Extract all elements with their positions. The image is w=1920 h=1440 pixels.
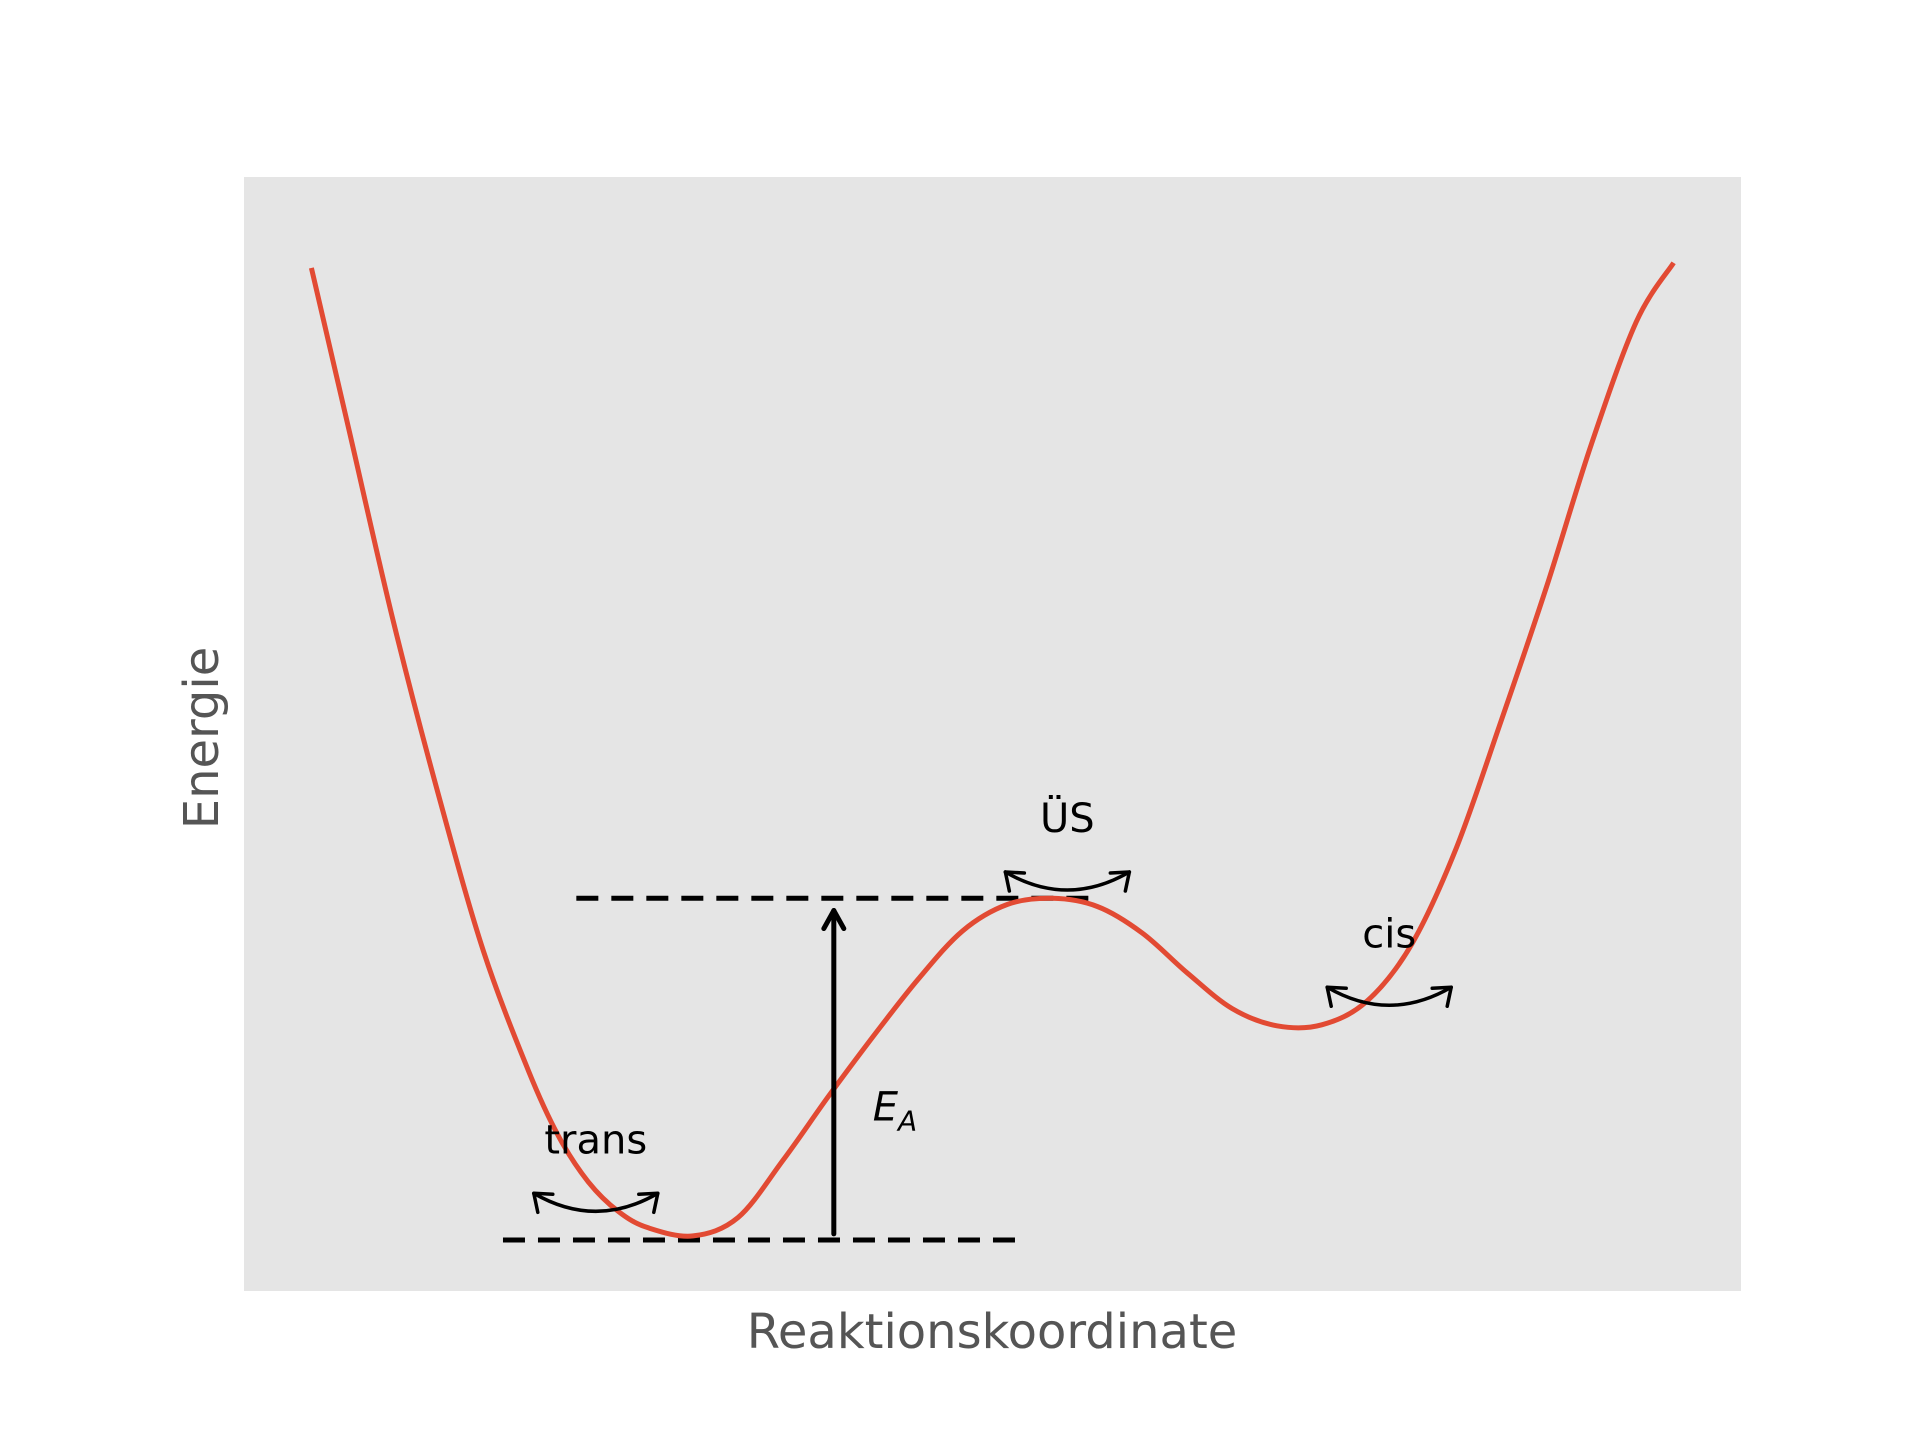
- activation-energy-subscript: A: [896, 1105, 917, 1138]
- oscillation-arrows: [532, 870, 1453, 1215]
- oscillation-arrow-0: [532, 1191, 660, 1215]
- oscillation-arrowhead-right: [1430, 985, 1453, 1009]
- oscillation-arrowhead-right: [637, 1191, 660, 1215]
- oscillation-arrow-2: [1325, 985, 1453, 1009]
- oscillation-arc: [532, 1191, 660, 1214]
- oscillation-arrowhead-left: [1003, 870, 1027, 893]
- label-s: ÜS: [1040, 794, 1095, 842]
- energy-curve: [308, 261, 1676, 1239]
- activation-energy-label: EA: [873, 1085, 917, 1138]
- oscillation-arc: [1325, 985, 1453, 1008]
- y-axis-label: Energie: [174, 647, 230, 830]
- oscillation-arrowhead-left: [532, 1191, 555, 1215]
- annotations: trans ÜS cis EA: [544, 794, 1416, 1163]
- arrow-head-0: [821, 908, 847, 932]
- oscillation-arrowhead-left: [1325, 985, 1348, 1009]
- label-cis: cis: [1362, 911, 1416, 957]
- oscillation-arrow-1: [1003, 870, 1132, 893]
- label-trans: trans: [544, 1117, 647, 1163]
- oscillation-arrowhead-right: [1108, 870, 1132, 893]
- x-axis-label: Reaktionskoordinate: [747, 1304, 1238, 1360]
- plot-area: [244, 177, 1741, 1291]
- oscillation-arc: [1003, 870, 1132, 892]
- reference-lines: [502, 895, 1090, 1243]
- activation-energy-arrow: [821, 908, 847, 1237]
